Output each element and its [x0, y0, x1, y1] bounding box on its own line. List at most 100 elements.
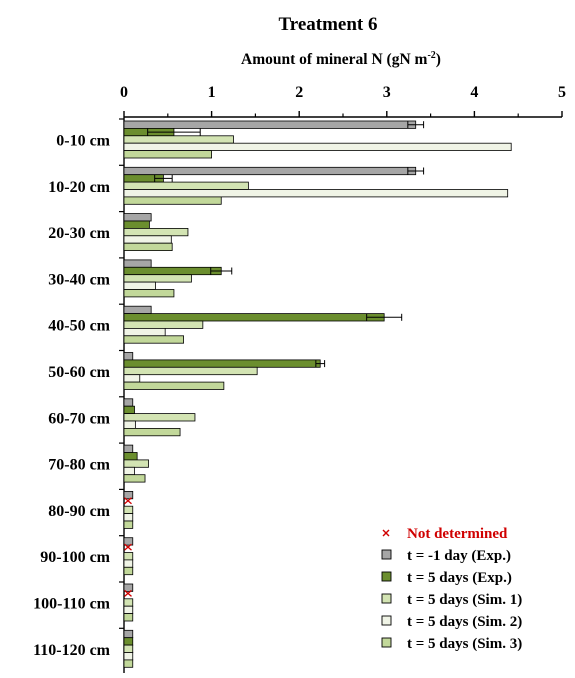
bar	[123, 320, 204, 329]
bar	[123, 381, 225, 390]
y-category-label: 0-10 cm	[56, 133, 110, 150]
bar	[123, 637, 134, 646]
bar	[123, 513, 134, 522]
not-determined-mark	[124, 589, 132, 597]
bar	[123, 583, 134, 592]
not-determined-mark	[124, 543, 132, 551]
bar	[123, 537, 134, 546]
y-category-label: 30-40 cm	[48, 271, 110, 288]
y-category-label: 100-110 cm	[33, 596, 111, 613]
bar	[123, 444, 134, 453]
bar	[123, 235, 172, 244]
bar	[123, 644, 134, 653]
bar	[123, 181, 249, 190]
y-category-label: 110-120 cm	[33, 642, 111, 659]
bar	[123, 150, 212, 159]
bar	[123, 474, 146, 483]
legend-not-determined-label: Not determined	[407, 526, 508, 542]
bar	[123, 259, 152, 268]
bar	[123, 490, 134, 500]
not-determined-mark	[124, 497, 132, 505]
bar	[123, 352, 134, 361]
x-tick-label: 3	[383, 84, 391, 101]
legend-swatch	[381, 615, 392, 626]
x-tick-label: 1	[208, 84, 216, 101]
bar	[123, 559, 134, 568]
bar	[123, 166, 417, 176]
x-axis-label-sup: -2	[427, 50, 435, 61]
x-tick-label: 2	[295, 84, 303, 101]
bar	[123, 566, 134, 576]
bar	[123, 120, 417, 129]
bar	[123, 652, 134, 661]
bar	[123, 398, 134, 407]
bar	[123, 213, 152, 222]
bar	[123, 613, 134, 622]
x-axis-label: Amount of mineral N (gN m-2)	[241, 50, 441, 68]
y-category-label: 40-50 cm	[48, 318, 110, 335]
legend-label: t = 5 days (Sim. 3)	[407, 636, 522, 652]
bar	[123, 505, 134, 515]
x-tick-label: 5	[558, 84, 566, 101]
chart-title: Treatment 6	[278, 14, 377, 35]
y-category-label: 50-60 cm	[48, 364, 110, 381]
legend-label: t = -1 day (Exp.)	[407, 548, 511, 564]
bar	[123, 135, 234, 144]
legend-swatch	[381, 593, 392, 604]
x-tick-label: 0	[120, 84, 128, 101]
bar	[123, 459, 149, 468]
not-determined-marker	[124, 543, 132, 551]
y-category-label: 70-80 cm	[48, 457, 110, 474]
bar	[123, 427, 181, 437]
legend-not-determined-marker	[382, 529, 390, 537]
bar	[123, 629, 134, 639]
bar	[123, 598, 134, 607]
bar	[123, 420, 136, 429]
bar	[123, 313, 385, 322]
legend-swatch	[381, 637, 392, 648]
bar	[123, 281, 156, 290]
bar	[123, 227, 189, 237]
x-axis-label-suffix: )	[436, 51, 441, 68]
bar	[123, 366, 258, 376]
bar	[123, 274, 192, 283]
legend-label: t = 5 days (Sim. 2)	[407, 614, 522, 630]
bar	[123, 189, 509, 198]
y-category-label: 90-100 cm	[40, 549, 110, 566]
not-determined-marker	[124, 497, 132, 505]
y-category-label: 10-20 cm	[48, 179, 110, 196]
bar	[123, 196, 222, 205]
not-determined-marker	[124, 589, 132, 597]
x-axis-label-main: Amount of mineral N (gN m	[241, 51, 427, 68]
bar	[123, 220, 150, 229]
y-category-label: 60-70 cm	[48, 410, 110, 427]
x-tick-label: 4	[470, 84, 478, 101]
legend-label: t = 5 days (Exp.)	[407, 570, 512, 586]
bar	[123, 289, 175, 298]
legend-label: t = 5 days (Sim. 1)	[407, 592, 522, 608]
plot-area: 0 1 2 3 4 5 0-10 cm 10-20 cm 20-30 cm 30-40 cm 40-…	[33, 84, 566, 677]
bar	[123, 659, 134, 668]
y-category-label: 80-90 cm	[48, 503, 110, 520]
bar	[123, 413, 196, 422]
bar	[123, 466, 135, 476]
bar	[123, 374, 141, 383]
bar	[123, 335, 184, 344]
bar	[123, 242, 173, 251]
legend: Not determined t = -1 day (Exp.) t = 5 day…	[381, 526, 522, 652]
legend-swatch	[381, 549, 392, 560]
bar	[123, 520, 134, 529]
bar	[123, 327, 166, 337]
bar	[123, 359, 321, 368]
bar	[123, 305, 152, 315]
legend-swatch	[381, 571, 392, 582]
bar	[123, 266, 222, 276]
bar	[123, 142, 512, 151]
bar	[123, 452, 138, 461]
bar	[123, 405, 135, 415]
bar	[123, 605, 134, 615]
y-category-label: 20-30 cm	[48, 225, 110, 242]
bar	[123, 552, 134, 561]
